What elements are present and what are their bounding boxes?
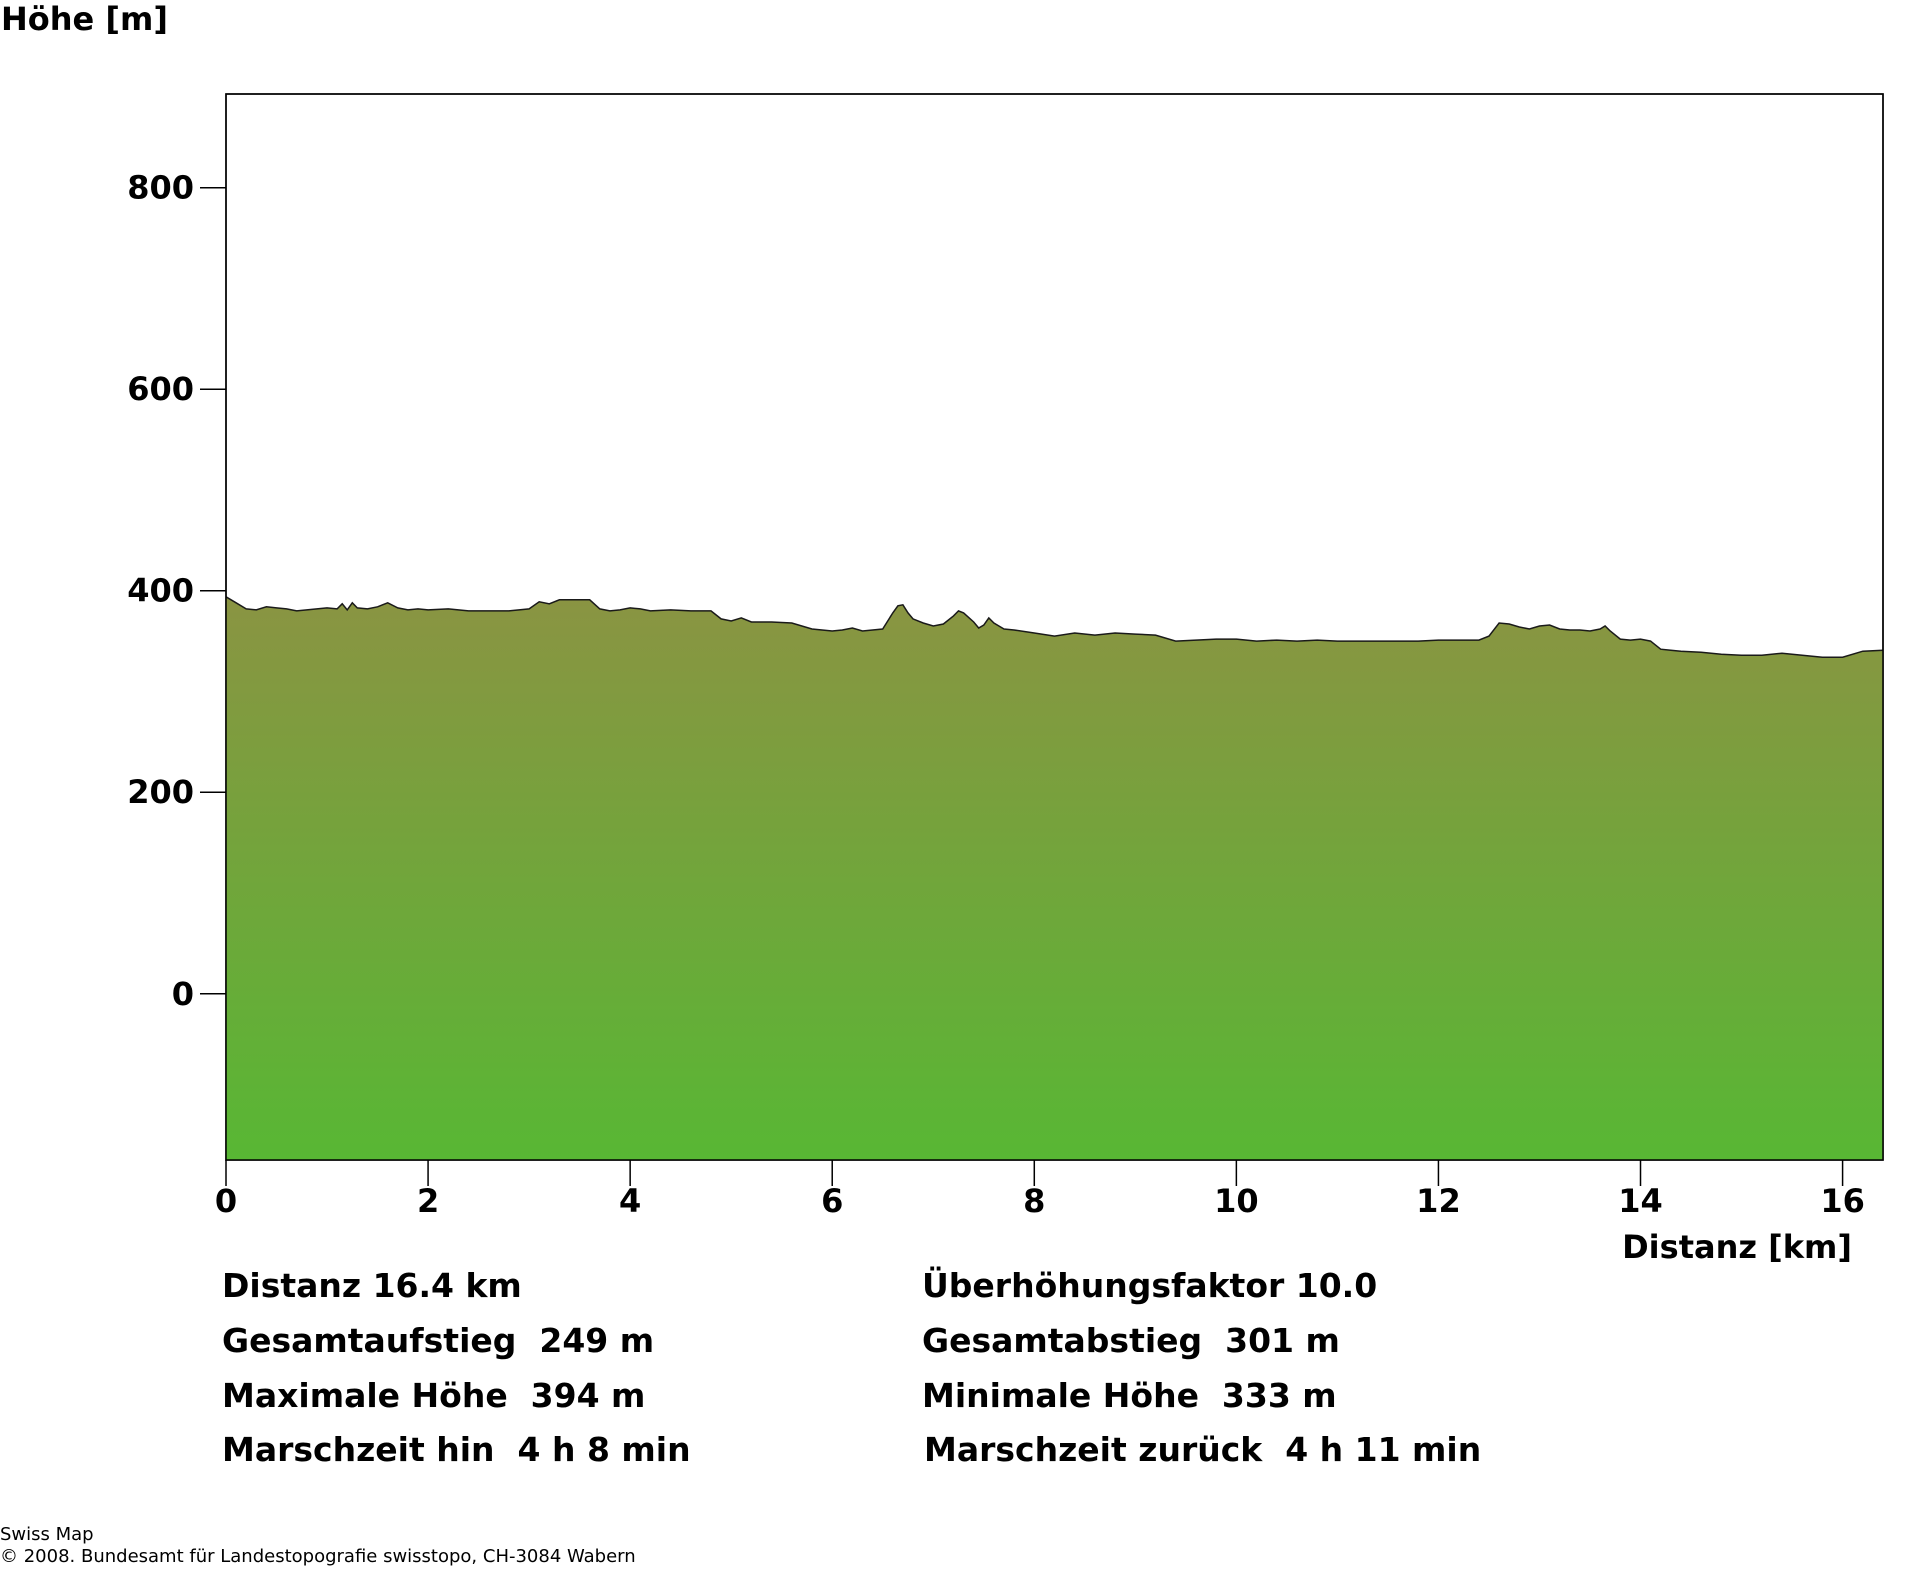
elevation-profile-line xyxy=(225,596,1884,658)
x-tick-label: 6 xyxy=(821,1182,843,1220)
x-tick-label: 2 xyxy=(417,1182,439,1220)
plot-frame-border xyxy=(225,93,1884,1161)
x-tick-label: 8 xyxy=(1023,1182,1045,1220)
stat-descent: Gesamtabstieg 301 m xyxy=(922,1321,1340,1360)
x-tick-label: 4 xyxy=(619,1182,641,1220)
stat-time-back: Marschzeit zurück 4 h 11 min xyxy=(924,1430,1482,1469)
y-tick-label: 0 xyxy=(172,975,194,1013)
credit-line-1: Swiss Map xyxy=(0,1524,94,1545)
x-tick-label: 16 xyxy=(1820,1182,1865,1220)
x-tick-label: 0 xyxy=(215,1182,237,1220)
stat-ascent: Gesamtaufstieg 249 m xyxy=(222,1321,655,1360)
y-tick-label: 600 xyxy=(127,370,194,408)
y-tick-label: 400 xyxy=(127,572,194,610)
elevation-area xyxy=(226,596,1883,1160)
y-tick-label: 800 xyxy=(127,169,194,207)
y-axis-label: Höhe [m] xyxy=(1,0,168,38)
x-tick-label: 10 xyxy=(1214,1182,1259,1220)
y-axis-ticks: 0 200 400 600 800 xyxy=(127,169,226,1013)
stat-exaggeration: Überhöhungsfaktor 10.0 xyxy=(922,1266,1378,1305)
x-axis-label: Distanz [km] xyxy=(1622,1228,1852,1266)
x-tick-label: 12 xyxy=(1416,1182,1461,1220)
stat-time-out: Marschzeit hin 4 h 8 min xyxy=(222,1430,691,1469)
stat-min-height: Minimale Höhe 333 m xyxy=(922,1376,1337,1415)
credit-line-2: © 2008. Bundesamt für Landestopografie s… xyxy=(0,1546,636,1567)
x-tick-label: 14 xyxy=(1618,1182,1663,1220)
y-tick-label: 200 xyxy=(127,773,194,811)
x-axis-ticks: 0 2 4 6 8 10 12 14 16 xyxy=(215,1160,1865,1220)
stat-max-height: Maximale Höhe 394 m xyxy=(222,1376,646,1415)
stat-distance: Distanz 16.4 km xyxy=(222,1266,522,1305)
